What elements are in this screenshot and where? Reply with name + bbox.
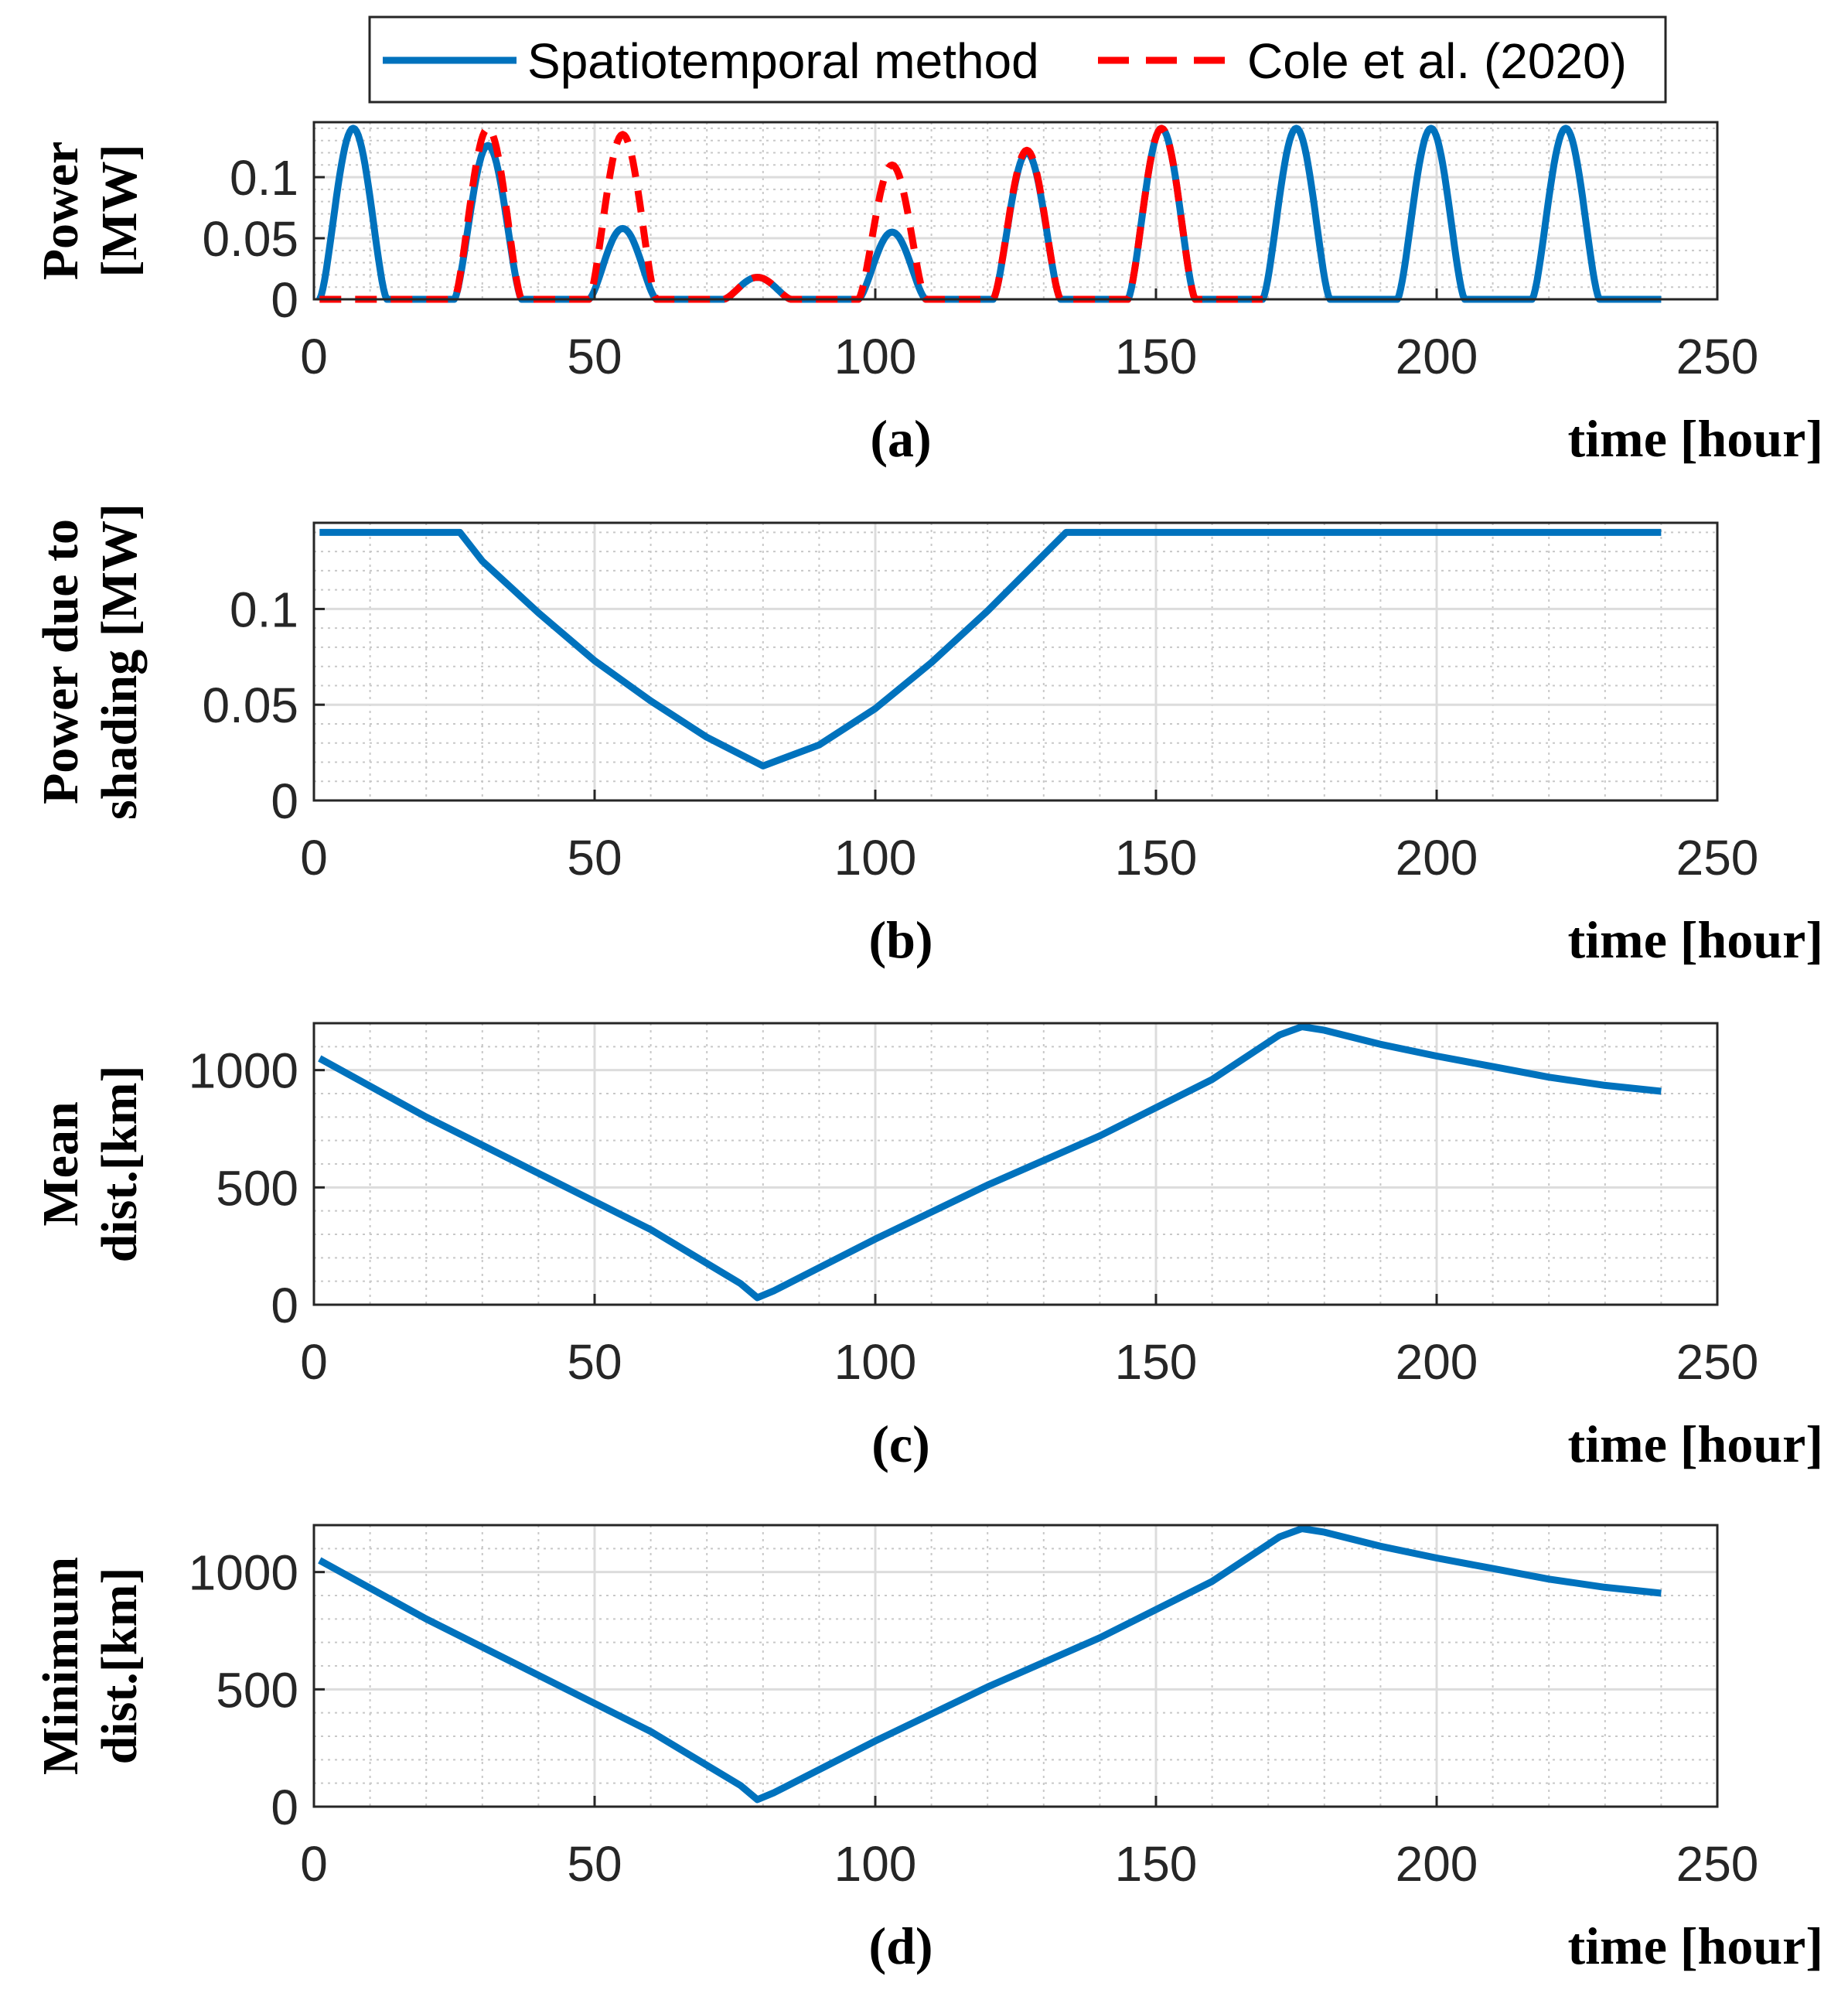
x-axis-label: time [hour] <box>1568 1415 1823 1473</box>
y-axis-label: Minimumdist.[km] <box>32 1557 148 1775</box>
x-tick-label: 100 <box>834 1836 917 1892</box>
x-tick-label: 150 <box>1115 1334 1198 1390</box>
x-tick-label: 50 <box>567 830 622 886</box>
axes-box <box>312 121 1719 301</box>
series-line-spatiotemporal <box>318 1023 1662 1302</box>
panel-caption: (b) <box>868 910 933 969</box>
y-axis-label-line: dist.[km] <box>91 1568 148 1765</box>
x-tick-label: 150 <box>1115 830 1198 886</box>
series-line-spatiotemporal <box>319 528 1662 770</box>
y-tick-label: 1000 <box>189 1043 298 1099</box>
y-tick-label: 0.1 <box>230 582 298 637</box>
x-tick-label: 200 <box>1396 329 1478 384</box>
y-tick-label: 500 <box>216 1662 298 1718</box>
x-tick-label: 50 <box>567 1836 622 1892</box>
y-axis-label-line: Power due to <box>32 519 89 804</box>
x-tick-label: 100 <box>834 1334 917 1390</box>
x-tick-label: 250 <box>1676 1836 1759 1892</box>
axes-box <box>312 521 1719 802</box>
x-tick-label: 50 <box>567 329 622 384</box>
axes-box <box>312 1524 1719 1808</box>
x-axis-label: time [hour] <box>1568 409 1823 468</box>
y-axis-label-line: Mean <box>32 1101 89 1226</box>
panel-caption: (c) <box>871 1415 929 1473</box>
panel-c: 0 50 100 150 200 250 0 500 1000 Meandist.[km] (c) t… <box>32 1022 1823 1473</box>
x-tick-label: 0 <box>300 1836 328 1892</box>
y-tick-label: 0.05 <box>202 211 298 267</box>
y-axis-label-line: shading [MW] <box>91 503 148 820</box>
plot-area <box>314 122 1717 299</box>
x-tick-label: 0 <box>300 1334 328 1390</box>
x-tick-label: 250 <box>1676 830 1759 886</box>
series-line-spatiotemporal <box>318 1525 1662 1804</box>
y-tick-label: 0 <box>271 1278 298 1333</box>
y-axis-label-line: Power <box>32 142 89 281</box>
y-axis-label: Meandist.[km] <box>32 1066 148 1263</box>
legend: Spatiotemporal method Cole et al. (2020) <box>368 15 1667 104</box>
y-tick-label: 0 <box>271 272 298 328</box>
x-tick-label: 200 <box>1396 1334 1478 1390</box>
y-axis-label: Power due toshading [MW] <box>32 503 148 820</box>
y-axis-label: Power[MW] <box>32 142 148 281</box>
x-tick-label: 250 <box>1676 329 1759 384</box>
legend-label-spatiotemporal: Spatiotemporal method <box>527 33 1039 89</box>
y-tick-label: 500 <box>216 1160 298 1216</box>
y-tick-label: 1000 <box>189 1545 298 1601</box>
legend-label-cole: Cole et al. (2020) <box>1247 33 1627 89</box>
y-tick-label: 0 <box>271 1780 298 1835</box>
x-tick-label: 200 <box>1396 830 1478 886</box>
x-tick-label: 100 <box>834 329 917 384</box>
y-axis-label-line: Minimum <box>32 1557 89 1775</box>
y-axis-label-line: [MW] <box>91 144 148 277</box>
y-tick-label: 0 <box>271 773 298 829</box>
axes-box <box>312 1022 1719 1306</box>
x-tick-label: 250 <box>1676 1334 1759 1390</box>
plot-area <box>314 523 1717 800</box>
panel-caption: (d) <box>868 1916 933 1975</box>
x-tick-label: 150 <box>1115 329 1198 384</box>
y-axis-label-line: dist.[km] <box>91 1066 148 1263</box>
panel-d: 0 50 100 150 200 250 0 500 1000 Minimumdist.[km] (… <box>32 1524 1823 1975</box>
panel-b: 0 50 100 150 200 250 0 0.05 0.1 Power due toshadi… <box>32 503 1823 969</box>
x-tick-label: 200 <box>1396 1836 1478 1892</box>
y-tick-label: 0.1 <box>230 150 298 206</box>
x-axis-label: time [hour] <box>1568 1916 1823 1975</box>
x-tick-label: 150 <box>1115 1836 1198 1892</box>
legend-box <box>368 15 1667 104</box>
panel-caption: (a) <box>870 409 931 468</box>
x-axis-label: time [hour] <box>1568 910 1823 969</box>
x-tick-label: 0 <box>300 830 328 886</box>
x-tick-label: 0 <box>300 329 328 384</box>
x-tick-label: 100 <box>834 830 917 886</box>
y-tick-label: 0.05 <box>202 677 298 733</box>
x-tick-label: 50 <box>567 1334 622 1390</box>
